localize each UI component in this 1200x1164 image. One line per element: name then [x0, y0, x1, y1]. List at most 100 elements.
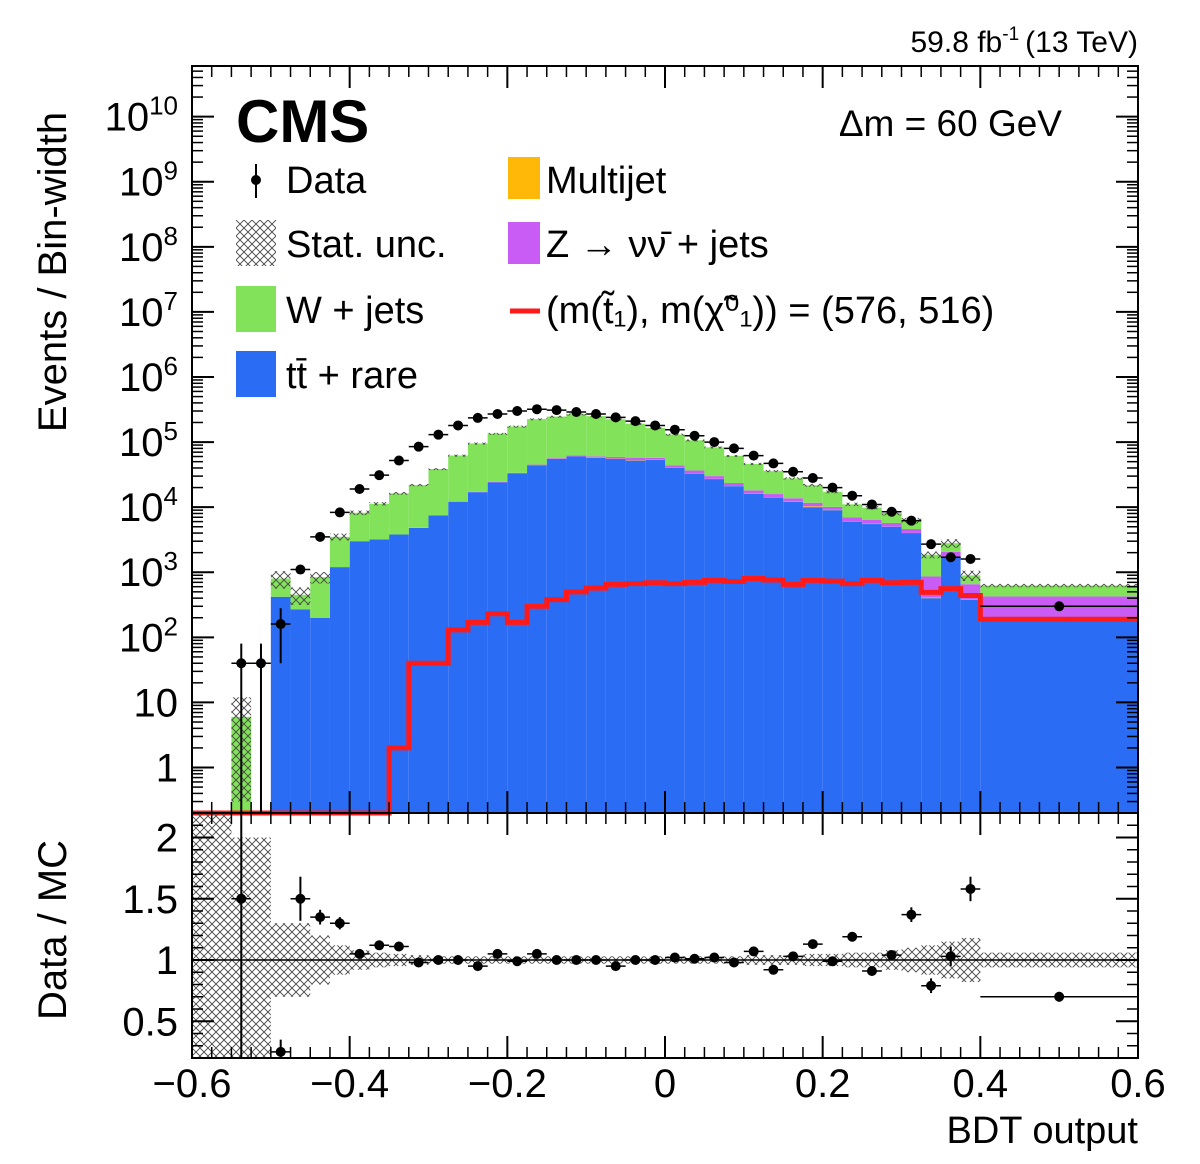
hist-bar-wjets — [369, 503, 390, 540]
stat-unc-band — [329, 533, 350, 541]
hist-bar-ttrare — [369, 539, 390, 813]
hist-bar-wjets — [507, 426, 528, 473]
data-point — [763, 458, 784, 469]
hist-bar-znunu — [566, 455, 587, 457]
data-point — [901, 515, 922, 526]
stat-unc-band — [802, 483, 823, 487]
legend-stat-unc-label: Stat. unc. — [286, 224, 447, 266]
hist-bar-ttrare — [566, 456, 587, 813]
data-point — [802, 473, 823, 484]
legend-entry-znunu: Z → νν̄ + jets — [508, 222, 769, 266]
main-axis-ticks: 1 10 102 103 104 105 106 107 108 109 1010 — [105, 66, 1139, 814]
ratio-point — [428, 955, 449, 965]
ratio-point — [724, 957, 744, 968]
ratio-y-tick-label: 1 — [156, 939, 178, 983]
stat-unc-band — [487, 432, 508, 435]
hist-bar-wjets — [408, 485, 429, 528]
hist-bar-ttrare — [448, 502, 468, 813]
data-point — [389, 455, 409, 466]
hist-bar-ttrare — [310, 617, 330, 813]
ratio-point — [329, 917, 350, 930]
legend-data-marker — [251, 175, 261, 185]
stat-unc-band — [783, 477, 803, 480]
x-tick-label: −0.4 — [310, 1062, 389, 1106]
ratio-plot-frame — [191, 812, 1139, 1059]
ratio-point — [743, 946, 764, 957]
lumi-label: 59.8 fb-1 (13 TeV) — [911, 24, 1139, 59]
legend-multijet-label: Multijet — [546, 160, 667, 202]
stat-unc-band — [290, 587, 311, 605]
hist-bar-ttrare — [822, 510, 843, 813]
hist-bar-ttrare — [842, 521, 863, 813]
ratio-point — [290, 876, 311, 921]
data-point — [921, 539, 941, 550]
hist-bar-ttrare — [467, 492, 488, 813]
y-tick-label: 106 — [119, 351, 178, 400]
stat-unc-band — [546, 415, 567, 418]
hist-bar-wjets — [704, 447, 725, 477]
ratio-point — [487, 948, 508, 959]
stat-unc-band — [960, 570, 981, 581]
stat-unc-band — [428, 468, 449, 471]
hist-bar-ttrare — [605, 458, 626, 813]
hist-bar-znunu — [724, 483, 744, 487]
hist-bar-ttrare — [546, 458, 567, 813]
ratio-point — [921, 978, 941, 994]
stat-unc-band — [270, 571, 291, 589]
hist-bar-wjets — [428, 469, 449, 516]
ratio-point — [349, 948, 370, 959]
data-point — [822, 482, 843, 493]
y-tick-label: 104 — [119, 481, 178, 530]
hist-bar-multijet — [802, 506, 823, 508]
ratio-y-tick-label: 0.5 — [122, 1000, 178, 1044]
hist-bar-ttrare — [270, 596, 291, 813]
hist-bar-ttrare — [625, 460, 646, 813]
y-tick-label: 105 — [119, 416, 178, 465]
hist-bar-wjets — [586, 416, 606, 457]
stat-unc-band — [389, 491, 409, 495]
hist-bar-ttrare — [802, 507, 823, 813]
hist-bar-znunu — [605, 456, 626, 459]
ratio-point — [467, 961, 488, 972]
signal-line — [192, 576, 1138, 816]
data-point — [586, 409, 606, 420]
stat-unc-band — [467, 442, 488, 445]
hist-bar-znunu — [862, 519, 882, 524]
x-tick-label: 0.2 — [795, 1062, 851, 1106]
hist-bar-wjets — [802, 485, 823, 503]
stat-unc-band — [527, 418, 547, 421]
data-point — [231, 643, 252, 813]
hist-bar-wjets — [645, 427, 665, 458]
hist-bar-ttrare — [921, 598, 941, 813]
hist-bar-ttrare — [743, 493, 764, 813]
legend-wjets-swatch — [236, 286, 276, 332]
hist-bar-ttrare — [408, 527, 429, 813]
ratio-point — [842, 931, 863, 942]
legend-ttrare-label: tt̄ + rare — [286, 355, 418, 397]
hist-bar-znunu — [842, 517, 863, 522]
hist-bar-znunu — [783, 498, 803, 502]
hist-bar-wjets — [527, 419, 547, 465]
ratio-point — [389, 941, 409, 952]
hist-bar-znunu — [802, 502, 823, 507]
data-point — [369, 470, 390, 481]
hist-bar-multijet — [921, 597, 941, 599]
hist-bar-ttrare — [487, 482, 508, 813]
ratio-point — [704, 952, 725, 963]
ratio-point — [763, 964, 784, 975]
legend-multijet-swatch — [508, 157, 540, 199]
data-point — [349, 484, 370, 495]
hist-bar-znunu — [546, 458, 567, 459]
y-tick-label: 1010 — [105, 91, 178, 140]
hist-bar-wjets — [665, 434, 685, 466]
legend-ttrare-swatch — [236, 351, 276, 397]
hist-bar-wjets — [980, 585, 1138, 597]
ratio-point — [645, 955, 665, 965]
data-point — [605, 412, 626, 423]
hist-bar-znunu — [743, 490, 764, 494]
ratio-point — [881, 950, 902, 961]
data-point — [960, 553, 981, 564]
ratio-point — [960, 876, 981, 902]
legend-entry-ttrare: tt̄ + rare — [236, 351, 418, 397]
hist-bar-wjets — [487, 433, 508, 482]
